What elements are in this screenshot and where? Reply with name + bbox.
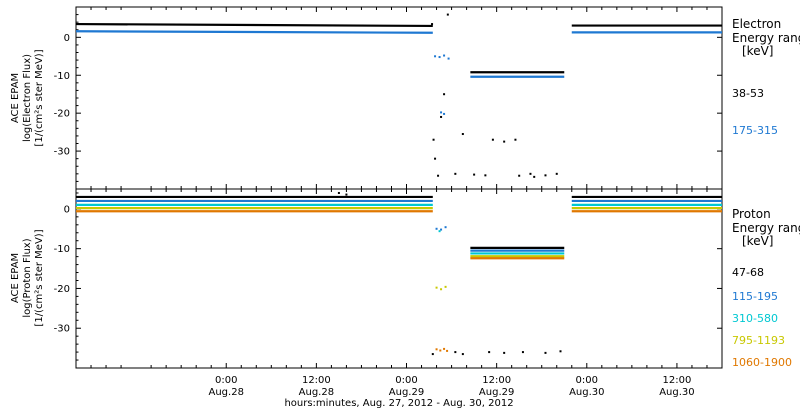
- electron-series-0-point: [503, 140, 506, 143]
- proton-ytick-label-2: -20: [54, 284, 70, 295]
- electron-series-0-point: [473, 173, 476, 176]
- proton-series-0-point: [337, 191, 340, 194]
- proton-series-4-point: [439, 349, 442, 352]
- electron-legend-entry-0: 38-53: [732, 87, 764, 100]
- electron-series-1-point: [440, 111, 443, 114]
- proton-series-4-point: [443, 347, 446, 350]
- xtick-time-0: 0:00: [215, 375, 237, 386]
- xtick-date-4: Aug.30: [569, 387, 604, 398]
- electron-series-0-point: [443, 93, 446, 96]
- proton-series-0-point: [559, 350, 562, 353]
- electron-series-0-point: [491, 138, 494, 141]
- proton-series-4-point: [446, 349, 449, 352]
- electron-series-0-point: [518, 174, 521, 177]
- electron-series-0-point: [555, 172, 558, 175]
- proton-series-3-point: [444, 285, 447, 288]
- electron-series-0-point: [544, 174, 547, 177]
- proton-series-0-point: [454, 351, 457, 354]
- proton-series-0-point: [544, 351, 547, 354]
- proton-ytick-label-3: -30: [54, 324, 70, 335]
- electron-series-0-point: [529, 172, 532, 175]
- xtick-date-5: Aug.30: [659, 387, 694, 398]
- proton-legend-entry-2: 310-580: [732, 312, 778, 325]
- proton-ylabel-line-3: [1/(cm²s ster MeV)]: [34, 229, 45, 326]
- electron-ytick-label-0: 0: [64, 33, 70, 44]
- electron-series-0-point: [434, 157, 437, 160]
- electron-ylabel-line-3: [1/(cm²s ster MeV)]: [34, 49, 45, 146]
- proton-legend-heading-1: Proton: [732, 207, 771, 221]
- electron-series-1-segment-0: [75, 30, 433, 34]
- proton-panel-frame: [75, 188, 723, 369]
- proton-series-1-point: [440, 228, 443, 231]
- proton-series-3-point: [435, 286, 438, 289]
- electron-series-0-point: [533, 175, 536, 178]
- proton-series-2-point: [438, 230, 441, 233]
- electron-series-1-point: [443, 112, 446, 115]
- electron-legend-entry-1: 175-315: [732, 124, 778, 137]
- electron-series-1-point: [443, 54, 446, 57]
- electron-series-0-segment-0: [75, 22, 433, 28]
- proton-ytick-label-0: 0: [64, 204, 70, 215]
- electron-series-0-point: [461, 133, 464, 136]
- proton-series-0-point: [461, 353, 464, 356]
- xtick-time-1: 12:00: [302, 375, 331, 386]
- x-axis: 0:00Aug.2812:00Aug.280:00Aug.2912:00Aug.…: [75, 7, 723, 398]
- electron-series-1-point: [447, 57, 450, 60]
- electron-series-0-point: [484, 174, 487, 177]
- x-axis-label: hours:minutes, Aug. 27, 2012 - Aug. 30, …: [284, 398, 513, 409]
- electron-ylabel-line-1: ACE EPAM: [10, 73, 21, 123]
- proton-legend-entry-1: 115-195: [732, 290, 778, 303]
- proton-series-0-point: [521, 351, 524, 354]
- electron-legend-heading-1: Electron: [732, 17, 781, 31]
- proton-series-0-point: [431, 353, 434, 356]
- electron-ytick-label-2: -20: [54, 109, 70, 120]
- xtick-date-1: Aug.28: [299, 387, 334, 398]
- electron-series-1-point: [438, 56, 441, 59]
- proton-legend-heading-3: [keV]: [742, 234, 773, 248]
- proton-ytick-label-1: -10: [54, 244, 70, 255]
- proton-legend-entry-3: 795-1193: [732, 334, 785, 347]
- electron-series-0-point: [454, 172, 457, 175]
- proton-ylabel-line-1: ACE EPAM: [10, 253, 21, 303]
- xtick-date-2: Aug.29: [389, 387, 424, 398]
- electron-panel-frame: [75, 6, 723, 190]
- electron-legend-heading-3: [keV]: [742, 44, 773, 58]
- xtick-date-3: Aug.29: [479, 387, 514, 398]
- xtick-time-4: 0:00: [576, 375, 598, 386]
- proton-series-1-point: [444, 226, 447, 229]
- electron-series-0-point: [446, 13, 449, 16]
- proton-series-4-point: [435, 348, 438, 351]
- electron-ylabel-line-2: log(Electron Flux): [22, 54, 33, 142]
- proton-series-3-point: [440, 288, 443, 291]
- electron-ytick-label-1: -10: [54, 71, 70, 82]
- proton-series-1-point: [435, 227, 438, 230]
- proton-legend-heading-2: Energy range: [732, 221, 800, 235]
- electron-series-0-point: [440, 115, 443, 118]
- proton-series-0-point: [345, 193, 348, 196]
- electron-panel: 0 -10 -20 -30 38-53 175-315: [54, 6, 778, 182]
- xtick-date-0: Aug.28: [209, 387, 244, 398]
- xtick-time-5: 12:00: [663, 375, 692, 386]
- electron-series-0-point: [432, 138, 435, 141]
- electron-series-0-point: [514, 138, 517, 141]
- proton-legend-entry-0: 47-68: [732, 266, 764, 279]
- electron-series-0-point: [437, 174, 440, 177]
- proton-series-0-point: [488, 351, 491, 354]
- xtick-time-2: 0:00: [395, 375, 417, 386]
- proton-ylabel-line-2: log(Proton Flux): [22, 238, 33, 317]
- electron-legend-heading-2: Energy range: [732, 31, 800, 45]
- proton-series-0-point: [503, 351, 506, 354]
- electron-series-1-point: [434, 55, 437, 58]
- xtick-time-3: 12:00: [482, 375, 511, 386]
- proton-legend-entry-4: 1060-1900: [732, 356, 792, 369]
- electron-series-0-point: [431, 23, 434, 26]
- electron-ytick-label-3: -30: [54, 147, 70, 158]
- proton-panel: 0 -10 -20 -30 47-68 115-195 310-580 795-1193 106…: [54, 191, 792, 369]
